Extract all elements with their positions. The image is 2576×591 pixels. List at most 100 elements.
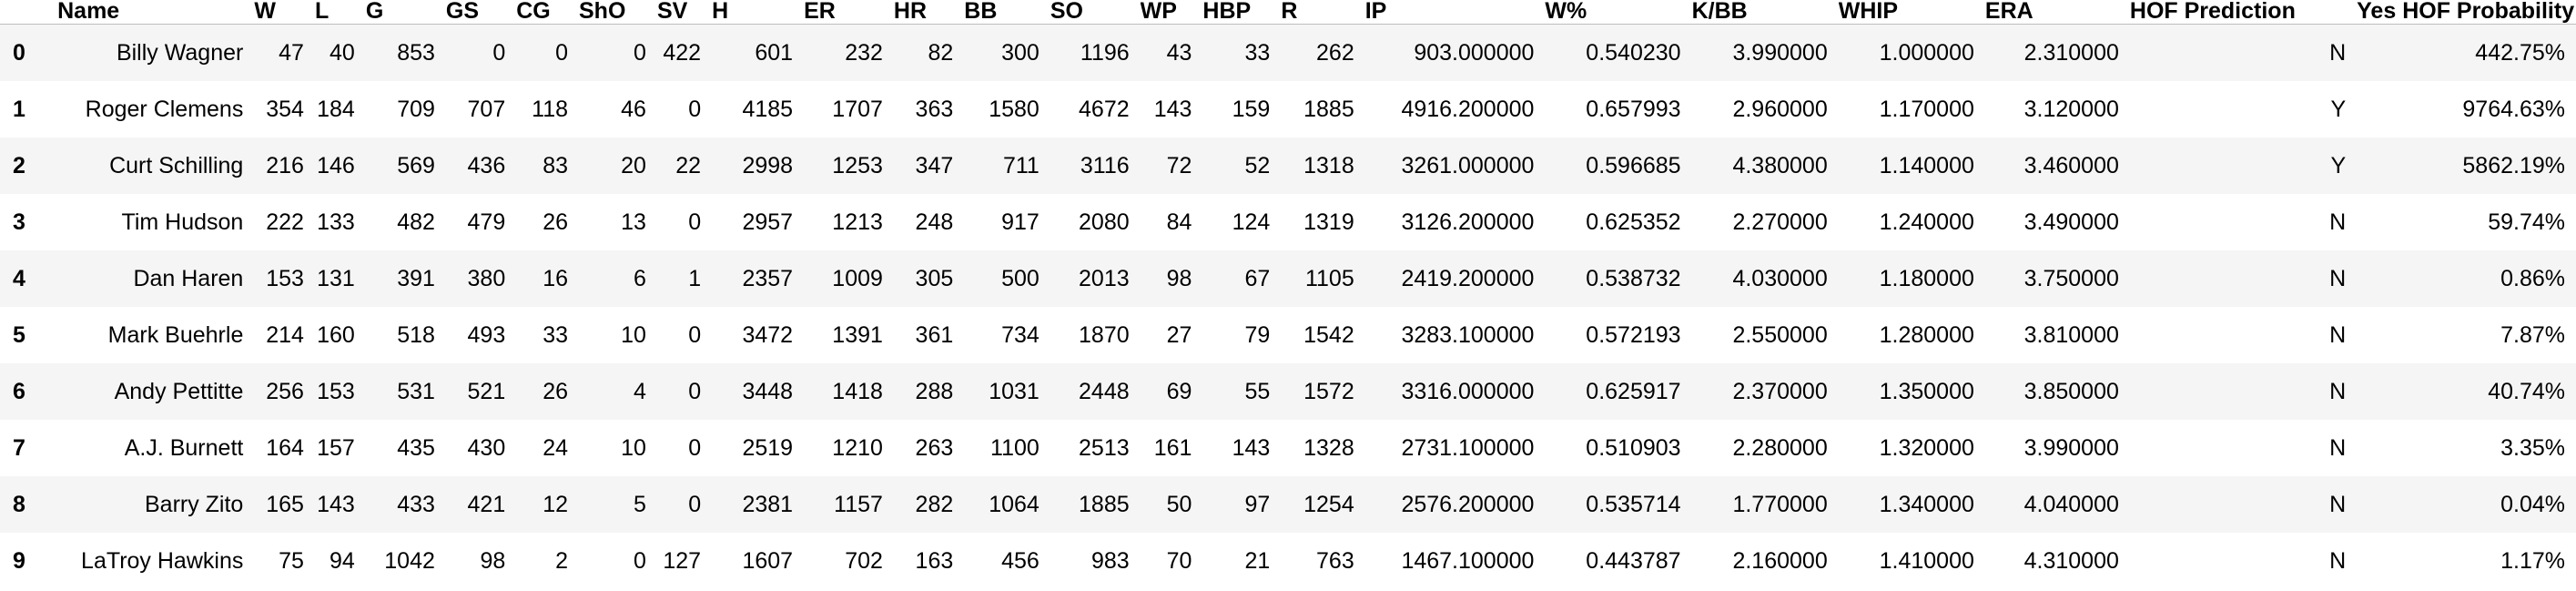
table-cell: 33	[543, 322, 568, 348]
column-header: W%	[1545, 0, 1692, 25]
table-cell: 0.625917	[1586, 379, 1681, 404]
table-cell: 262	[1316, 40, 1354, 66]
table-row: 1 Roger Clemens 354 184 709 707 118 46 0 4185 1707…	[0, 81, 2576, 138]
column-header: Yes HOF Probability	[2357, 0, 2576, 25]
table-cell: 421	[467, 492, 506, 517]
table-cell: 4185	[742, 97, 794, 122]
player-name-cell: Andy Pettitte	[114, 379, 244, 404]
table-cell: 10	[621, 322, 646, 348]
table-cell: 4	[634, 379, 646, 404]
table-cell: N	[2329, 209, 2347, 235]
table-cell: 3.750000	[2023, 266, 2119, 291]
table-cell: N	[2329, 40, 2347, 66]
row-index: 2	[13, 153, 25, 178]
column-header: ShO	[579, 0, 657, 25]
table-cell: 0.443787	[1586, 548, 1681, 574]
row-index: 7	[13, 435, 25, 461]
row-index: 5	[13, 322, 25, 348]
table-cell: 2381	[742, 492, 794, 517]
column-header: ERA	[1984, 0, 2130, 25]
table-cell: 143	[317, 492, 355, 517]
table-row: 9 LaTroy Hawkins 75 94 1042 98 2 0 127 1607 702 163…	[0, 533, 2576, 589]
table-row: 8 Barry Zito 165 143 433 421 12 5 0 2381 1157 282 10…	[0, 476, 2576, 533]
table-cell: 300	[1001, 40, 1040, 66]
table-cell: 288	[915, 379, 954, 404]
table-cell: 354	[266, 97, 304, 122]
table-cell: 3.810000	[2023, 322, 2119, 348]
table-cell: 82	[928, 40, 954, 66]
column-header: HOF Prediction	[2129, 0, 2358, 25]
table-cell: 124	[1232, 209, 1271, 235]
table-cell: 1607	[742, 548, 794, 574]
table-cell: 5862.19%	[2462, 153, 2565, 178]
column-header: ER	[804, 0, 894, 25]
table-cell: 3.35%	[2500, 435, 2565, 461]
table-cell: 2080	[1079, 209, 1130, 235]
table-cell: 0	[634, 548, 646, 574]
table-cell: 0	[688, 379, 702, 404]
table-cell: Y	[2330, 153, 2347, 178]
column-header: WHIP	[1838, 0, 1985, 25]
table-cell: 143	[1153, 97, 1192, 122]
table-cell: 1.000000	[1879, 40, 1974, 66]
table-cell: 1064	[989, 492, 1040, 517]
table-cell: 1210	[832, 435, 883, 461]
table-cell: 16	[543, 266, 568, 291]
row-index: 6	[13, 379, 25, 404]
table-cell: 98	[480, 548, 506, 574]
table-header: Name W L G GS CG ShO SV H ER HR BB SO WP HBP R IP W% K/BB W…	[0, 0, 2576, 25]
table-cell: 436	[467, 153, 506, 178]
table-cell: 127	[663, 548, 702, 574]
table-cell: 282	[915, 492, 954, 517]
table-cell: 1.140000	[1879, 153, 1974, 178]
table-cell: 2419.200000	[1401, 266, 1535, 291]
table-cell: 479	[467, 209, 506, 235]
table-row: 5 Mark Buehrle 214 160 518 493 33 10 0 3472 1391 36…	[0, 307, 2576, 363]
table-cell: 0	[688, 322, 702, 348]
table-cell: 21	[1244, 548, 1271, 574]
table-cell: Y	[2330, 97, 2347, 122]
table-cell: 27	[1166, 322, 1192, 348]
table-cell: 1.350000	[1879, 379, 1974, 404]
column-header: HBP	[1202, 0, 1282, 25]
table-cell: 47	[279, 40, 304, 66]
table-cell: N	[2329, 379, 2347, 404]
table-cell: 531	[397, 379, 435, 404]
table-cell: 2.270000	[1732, 209, 1828, 235]
column-header: W	[254, 0, 315, 25]
table-cell: 903.000000	[1414, 40, 1535, 66]
table-cell: 3116	[1080, 153, 1130, 178]
table-cell: 59.74%	[2488, 209, 2565, 235]
table-cell: 1	[688, 266, 702, 291]
table-cell: 2.280000	[1732, 435, 1828, 461]
table-cell: 67	[1244, 266, 1271, 291]
table-cell: 1157	[834, 492, 883, 517]
table-cell: 143	[1232, 435, 1271, 461]
row-index: 0	[13, 40, 25, 66]
table-cell: 493	[467, 322, 506, 348]
table-cell: 569	[397, 153, 435, 178]
table-cell: 0.510903	[1586, 435, 1681, 461]
table-cell: 10	[621, 435, 646, 461]
row-index: 8	[13, 492, 25, 517]
table-cell: 0.572193	[1586, 322, 1681, 348]
table-cell: 0.86%	[2500, 266, 2565, 291]
table-cell: 518	[397, 322, 435, 348]
table-cell: 4.310000	[2023, 548, 2119, 574]
table-cell: 1.410000	[1879, 548, 1974, 574]
table-cell: 0.657993	[1586, 97, 1681, 122]
column-header: WP	[1140, 0, 1203, 25]
row-index: 1	[13, 97, 25, 122]
table-cell: 1318	[1303, 153, 1354, 178]
table-cell: 0.535714	[1586, 492, 1681, 517]
column-header: SV	[656, 0, 713, 25]
table-cell: 0	[688, 97, 702, 122]
table-cell: 0.596685	[1586, 153, 1681, 178]
table-cell: 214	[266, 322, 304, 348]
row-index: 9	[13, 548, 25, 574]
table-cell: 160	[317, 322, 355, 348]
table-cell: 118	[532, 97, 568, 122]
table-cell: 161	[1153, 435, 1192, 461]
table-cell: 0.540230	[1586, 40, 1681, 66]
table-cell: 1870	[1079, 322, 1130, 348]
